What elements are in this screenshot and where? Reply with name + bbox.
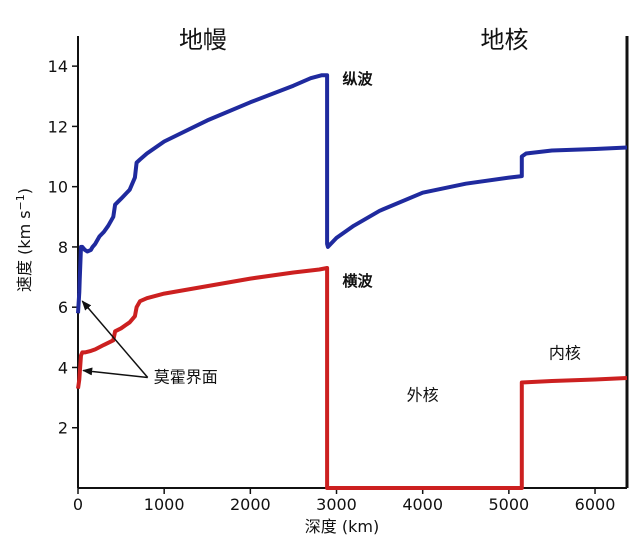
y-tick-label: 6 xyxy=(58,298,68,317)
y-tick-label: 14 xyxy=(48,57,68,76)
y-tick-label: 10 xyxy=(48,178,68,197)
y-tick-label: 12 xyxy=(48,117,68,136)
p-wave-label: 纵波 xyxy=(343,70,374,88)
s-wave-line xyxy=(76,266,628,490)
axes xyxy=(77,36,629,489)
region-label-core: 地核 xyxy=(481,26,529,54)
y-axis-title-main: 速度 (km s xyxy=(15,210,34,292)
y-tick-label: 2 xyxy=(58,419,68,438)
s-wave-label: 横波 xyxy=(343,272,374,290)
x-tick-label: 5000 xyxy=(488,495,529,514)
moho-arrow-p xyxy=(81,300,149,379)
y-tick-label: 8 xyxy=(58,238,68,257)
ticks: 2 4 6 8 10 12 14 0 1000 2000 3000 4000 5000 6000 xyxy=(48,57,616,514)
y-tick-label: 4 xyxy=(58,358,68,377)
x-tick-label: 0 xyxy=(73,495,83,514)
p-wave-line xyxy=(76,73,628,314)
outer-core-label: 外核 xyxy=(407,386,439,405)
y-axis-title: 速度 (km s−1) xyxy=(14,188,34,292)
moho-label: 莫霍界面 xyxy=(154,368,218,387)
moho-arrow-s xyxy=(82,367,148,379)
x-tick-label: 3000 xyxy=(316,495,357,514)
x-tick-label: 6000 xyxy=(575,495,616,514)
y-axis-title-close: ) xyxy=(15,188,34,194)
series-lines xyxy=(76,73,628,490)
x-tick-label: 4000 xyxy=(402,495,443,514)
x-tick-label: 1000 xyxy=(144,495,185,514)
region-label-mantle: 地幔 xyxy=(179,26,227,54)
inner-core-label: 内核 xyxy=(549,343,581,362)
x-axis-title: 深度 (km) xyxy=(305,517,379,536)
x-tick-label: 2000 xyxy=(230,495,271,514)
y-axis-title-exponent: −1 xyxy=(14,194,27,210)
